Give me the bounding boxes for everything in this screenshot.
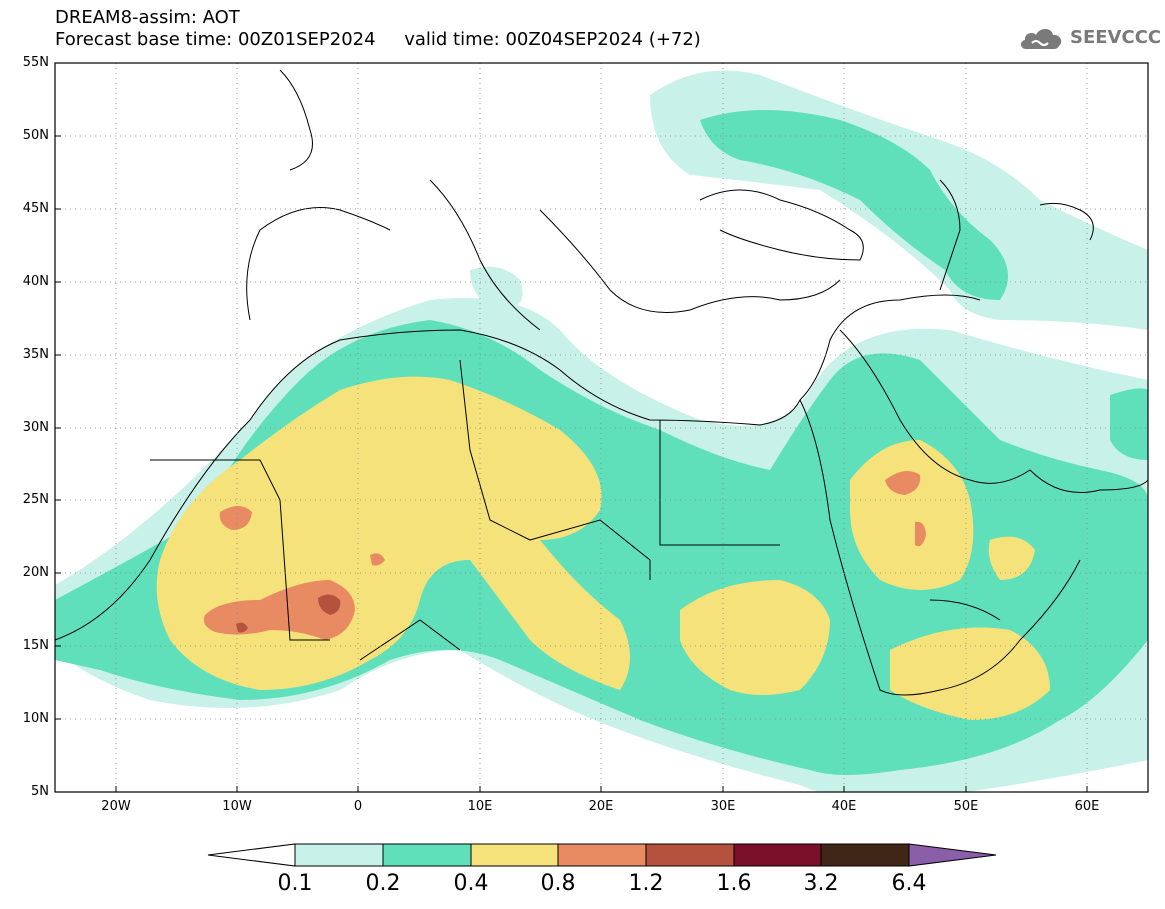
colorbar-label: 1.6: [716, 871, 752, 896]
axis-ticks: [55, 135, 1088, 792]
colorbar: [207, 843, 997, 867]
forecast-base-time: Forecast base time: 00Z01SEP2024: [55, 29, 376, 50]
colorbar-bin-5: [645, 843, 735, 867]
lon-label: 40E: [831, 799, 857, 814]
lon-label: 30E: [710, 799, 736, 814]
colorbar-under-arrow: [207, 843, 296, 867]
colorbar-over-arrow: [908, 843, 997, 867]
colorbar-bin-4: [557, 843, 647, 867]
lon-label: 50E: [953, 799, 979, 814]
colorbar-label: 6.4: [891, 871, 927, 896]
lon-label: 20W: [101, 799, 131, 814]
colorbar-bin-2: [382, 843, 472, 867]
lat-label: 25N: [22, 492, 49, 507]
valid-time: valid time: 00Z04SEP2024 (+72): [404, 29, 701, 50]
lon-label: 60E: [1074, 799, 1100, 814]
seevccc-logo: SEEVCCC: [1018, 22, 1161, 52]
lat-label: 20N: [22, 565, 49, 580]
cloud-icon: [1020, 29, 1062, 49]
map-title: DREAM8-assim: AOT: [55, 7, 240, 28]
map-grid: [55, 63, 1148, 792]
lat-label: 35N: [22, 347, 49, 362]
lat-label: 45N: [22, 201, 49, 216]
colorbar-bin-6: [733, 843, 822, 867]
logo-text: SEEVCCC: [1070, 26, 1162, 48]
colorbar-bin-1: [294, 843, 384, 867]
colorbar-label: 0.1: [277, 871, 313, 896]
lat-label: 5N: [31, 784, 49, 799]
lat-label: 40N: [22, 274, 49, 289]
lon-label: 0: [353, 799, 363, 814]
colorbar-bin-3: [470, 843, 559, 867]
colorbar-label: 0.4: [453, 871, 489, 896]
colorbar-label: 0.8: [540, 871, 576, 896]
colorbar-bin-7: [820, 843, 910, 867]
lon-label: 10E: [467, 799, 493, 814]
lat-label: 30N: [22, 420, 49, 435]
colorbar-label: 3.2: [803, 871, 839, 896]
colorbar-label: 0.2: [365, 871, 401, 896]
lon-label: 10W: [222, 799, 252, 814]
lat-label: 50N: [22, 128, 49, 143]
lat-label: 55N: [22, 55, 49, 70]
aot-level-1-2: [236, 594, 341, 633]
lat-label: 15N: [22, 638, 49, 653]
colorbar-label: 1.2: [628, 871, 664, 896]
lon-label: 20E: [588, 799, 614, 814]
time-info: Forecast base time: 00Z01SEP2024 valid t…: [55, 30, 701, 50]
lat-label: 10N: [22, 711, 49, 726]
